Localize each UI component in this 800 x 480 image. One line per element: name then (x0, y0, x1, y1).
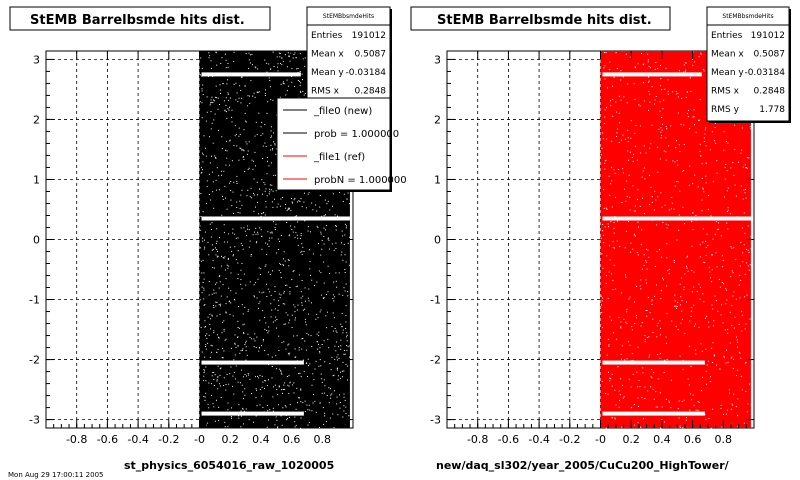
scatter-gap-band (602, 72, 702, 77)
left-histogram-panel: StEMB Barrelbsmde hits dist. -0.8 -0.6 -0.… (8, 6, 407, 479)
stats-label: Mean y (311, 68, 344, 78)
legend-entry: _file0 (new) (313, 106, 372, 117)
scatter-gap-band (201, 411, 304, 416)
x-tick-label: 0.6 (283, 433, 301, 446)
stats-header: StEMBbsmdeHits (722, 13, 773, 20)
stats-label: Mean x (311, 50, 344, 60)
timestamp-footer: Mon Aug 29 17:00:11 2005 (8, 471, 104, 479)
x-tick-label: -0.8 (467, 433, 488, 446)
x-tick-label: -0.2 (158, 433, 179, 446)
x-tick-label: 0.2 (622, 433, 640, 446)
y-tick-label: -2 (430, 354, 441, 367)
stats-label: Mean x (711, 50, 744, 60)
scatter-gap-band (201, 216, 350, 221)
stats-value: -0.03184 (346, 68, 387, 78)
y-tick-label: 3 (33, 53, 40, 66)
legend-box: _file0 (new) prob = 1.000000 _file1 (ref) p… (276, 97, 407, 192)
stats-value: 0.5087 (355, 50, 387, 60)
stats-value: 191012 (751, 31, 785, 41)
stats-box: StEMBbsmdeHits Entries 191012 Mean x 0.5087 M… (306, 6, 392, 105)
y-tick-label: 1 (33, 173, 40, 186)
x-tick-label: 0.8 (314, 433, 332, 446)
scatter-gap-band (201, 72, 301, 77)
y-tick-label: -3 (430, 414, 441, 427)
stats-value: 1.778 (759, 105, 785, 115)
stats-label: RMS x (711, 87, 740, 97)
title-box (9, 6, 271, 31)
stats-value: 0.2848 (754, 87, 786, 97)
x-axis-label: st_physics_6054016_raw_1020005 (124, 459, 334, 472)
stats-label: RMS x (311, 87, 340, 97)
y-tick-label: -3 (29, 414, 40, 427)
stats-label: Entries (311, 31, 343, 41)
x-tick-label: 0.8 (715, 433, 733, 446)
title-box (410, 6, 671, 31)
stats-frame (306, 6, 391, 104)
y-tick-label: 0 (33, 234, 40, 247)
y-tick-label: 0 (434, 234, 441, 247)
legend-entry: probN = 1.000000 (314, 175, 407, 186)
x-tick-label: 0.6 (684, 433, 702, 446)
stats-label: Mean y (711, 68, 744, 78)
y-tick-label: 1 (434, 173, 441, 186)
x-tick-label: -0.6 (97, 433, 118, 446)
x-tick-label: -0.4 (528, 433, 549, 446)
stats-value: -0.03184 (745, 68, 786, 78)
y-tick-label: -2 (29, 354, 40, 367)
scatter-noise (199, 51, 351, 429)
stats-value: 191012 (352, 31, 386, 41)
scatter-gap-band (201, 360, 304, 365)
x-tick-label: -0.2 (559, 433, 580, 446)
x-tick-label: -0.6 (498, 433, 519, 446)
y-tick-label: -1 (29, 294, 40, 307)
x-axis-label: new/daq_sl302/year_2005/CuCu200_HighTowe… (436, 459, 730, 472)
y-tick-label: 2 (33, 113, 40, 126)
panel-title: StEMB Barrelbsmde hits dist. (30, 13, 245, 28)
y-tick-label: 3 (434, 53, 441, 66)
x-tick-label: -0.4 (127, 433, 148, 446)
y-tick-label: 2 (434, 113, 441, 126)
scatter-plot-area: -0.8 -0.6 -0.4 -0.2 -0 0.2 0.4 0.6 0.8 -3 -2 -1 0 1 2 3 (430, 50, 755, 446)
stats-header: StEMBbsmdeHits (323, 13, 374, 20)
legend-entry: prob = 1.000000 (314, 129, 399, 140)
stats-value: 0.2848 (355, 87, 387, 97)
stats-label: RMS y (711, 105, 740, 115)
stats-label: Entries (711, 31, 743, 41)
y-tick-label: -1 (430, 294, 441, 307)
stats-frame (706, 6, 790, 122)
scatter-gap-band (602, 216, 751, 221)
stats-box: StEMBbsmdeHits Entries 191012 Mean x 0.5087 M… (706, 6, 791, 123)
legend-entry: _file1 (ref) (313, 152, 365, 163)
x-tick-label: 0.4 (653, 433, 671, 446)
right-histogram-panel: StEMB Barrelbsmde hits dist. -0.8 -0.6 -0.… (410, 6, 791, 472)
scatter-gap-band (602, 360, 705, 365)
panel-title: StEMB Barrelbsmde hits dist. (437, 13, 652, 28)
stats-value: 0.5087 (754, 50, 786, 60)
x-tick-label: 0.4 (252, 433, 270, 446)
legend-frame (276, 97, 391, 191)
x-tick-label: 0.2 (221, 433, 239, 446)
scatter-gap-band (602, 411, 705, 416)
x-tick-label: -0 (194, 433, 205, 446)
x-tick-label: -0.8 (66, 433, 87, 446)
x-tick-label: -0 (595, 433, 606, 446)
